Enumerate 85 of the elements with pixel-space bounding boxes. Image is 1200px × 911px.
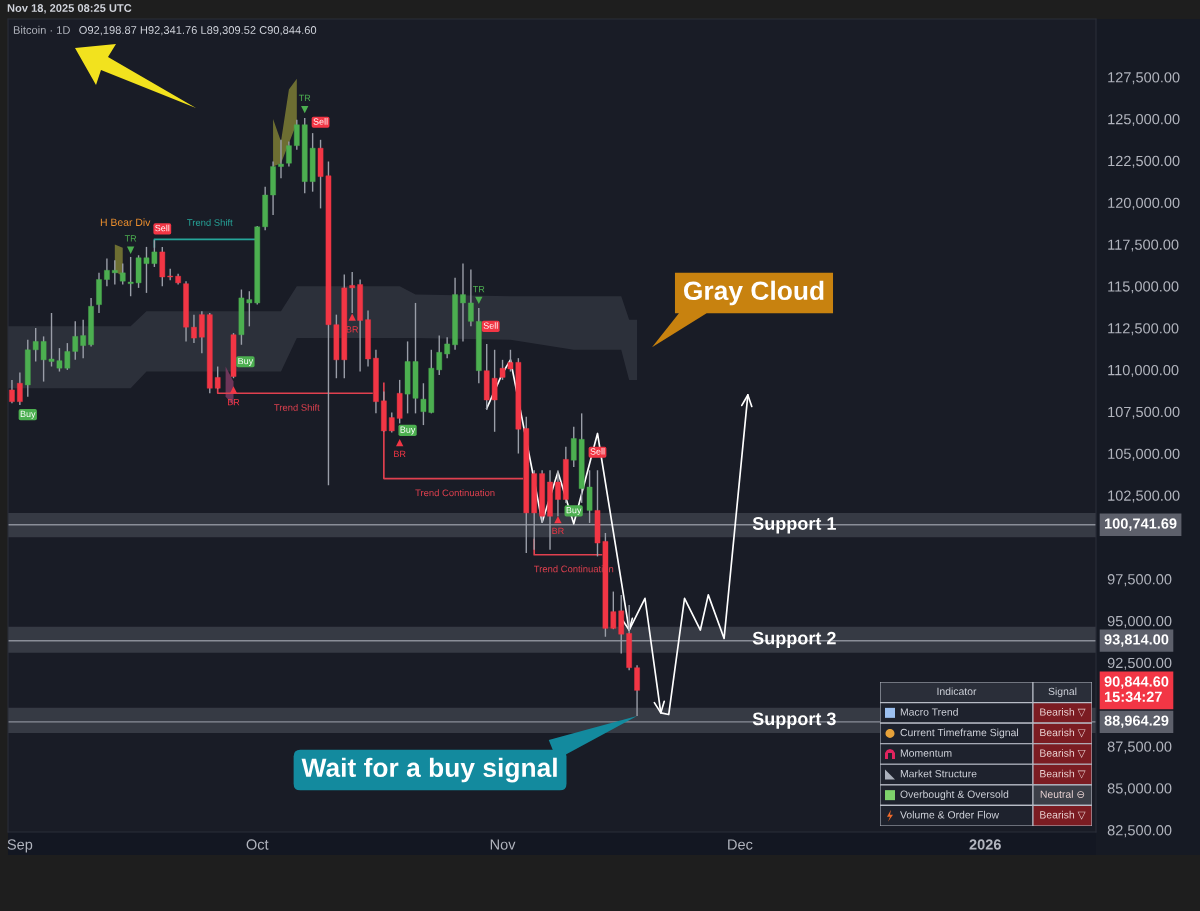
annotation: Sell: [483, 322, 498, 329]
annotation: Volume & Order Flow: [900, 810, 1000, 819]
annotation: Buy: [566, 507, 582, 516]
annotation: Sell: [155, 224, 170, 232]
candlestick: [286, 140, 292, 168]
candlestick: [80, 318, 86, 359]
point: [301, 106, 309, 114]
annotation: Gray Cloud: [683, 280, 824, 306]
annotation: Bearish ▽: [1040, 728, 1086, 738]
annotation: Trend Shift: [187, 218, 233, 226]
point: [348, 313, 356, 321]
annotation: Buy: [20, 410, 36, 419]
annotation: Neutral ⊖: [1040, 790, 1085, 798]
y-tick-label: 107,500.00: [1108, 406, 1180, 419]
annotation: Signal: [1048, 687, 1077, 698]
point: [229, 386, 238, 394]
candlestick: [104, 257, 110, 287]
text: O92,198.87 H92,341.76 L89,309.52 C90,844.60: [79, 26, 317, 36]
band-label: Support 3: [752, 712, 836, 729]
candlestick: [468, 268, 474, 328]
annotation: TR: [472, 286, 485, 293]
y-tick-label: 95,000.00: [1107, 615, 1172, 628]
candlestick: [460, 262, 466, 343]
annotation: Current Timeframe Signal: [900, 728, 1018, 739]
x-tick-label: Sep: [7, 839, 33, 853]
annotation: Sell: [313, 118, 328, 125]
x-tick-label: Dec: [728, 839, 753, 850]
annotation: Macro Trend: [900, 708, 958, 716]
y-tick-label: 110,000.00: [1108, 364, 1179, 378]
y-tick-label: 125,000.00: [1108, 113, 1180, 127]
candlestick: [9, 379, 15, 405]
candlestick: [294, 119, 300, 151]
annotation: TR: [298, 94, 311, 102]
point: [396, 438, 404, 447]
point: [126, 246, 135, 254]
y-tick-label: 87,500.00: [1107, 741, 1172, 754]
y-tick-label: 97,500.00: [1107, 574, 1172, 587]
candlestick: [112, 259, 118, 286]
candlestick: [278, 139, 284, 179]
y-tick-label: 85,000.00: [1107, 783, 1172, 796]
chart-title: Bitcoin · 1D: [13, 25, 70, 34]
annotation: Bearish ▽: [1040, 708, 1086, 717]
annotation: Trend Shift: [274, 403, 320, 411]
y-tick-label: 105,000.00: [1108, 448, 1180, 461]
annotation: Overbought & Oversold: [900, 790, 1009, 800]
ref-line-label: 93,814.00: [1104, 634, 1169, 647]
x-tick-label: Oct: [246, 839, 269, 850]
y-tick-label: 112,500.00: [1108, 323, 1179, 336]
candlestick: [634, 664, 640, 717]
y-tick-label: 120,000.00: [1108, 197, 1180, 210]
y-tick-label: 127,500.00: [1108, 72, 1180, 85]
candlestick: [444, 336, 450, 359]
x-tick-label: Nov: [490, 839, 516, 850]
annotation: Indicator: [937, 687, 977, 696]
annotation: Wait for a buy signal: [301, 757, 557, 783]
annotation: BR: [394, 450, 406, 457]
ref-line-label: 100,741.69: [1104, 518, 1177, 531]
band-label: Support 1: [752, 517, 836, 534]
annotation: Sell: [590, 448, 605, 455]
y-tick-label: 122,500.00: [1108, 155, 1180, 168]
annotation: Buy: [400, 426, 416, 435]
annotation: TR: [124, 235, 137, 242]
annotation: Trend Continuation: [415, 489, 495, 497]
candlestick: [191, 313, 197, 344]
candlestick: [17, 371, 23, 406]
band-label: Support 2: [752, 631, 836, 649]
x-tick-label: 2026: [969, 839, 1001, 850]
y-tick-label: 115,000.00: [1108, 281, 1179, 294]
annotation: Buy: [238, 357, 254, 366]
annotation: BR: [552, 527, 564, 534]
y-tick-label: 102,500.00: [1108, 490, 1180, 503]
annotation: H Bear Div: [100, 218, 151, 226]
annotation: Market Structure: [900, 769, 977, 778]
annotation: Bearish ▽: [1040, 810, 1086, 820]
annotation: Bearish ▽: [1040, 769, 1086, 779]
y-tick-label: 117,500.00: [1108, 239, 1179, 252]
annotation: BR: [227, 399, 240, 406]
y-tick-label: 92,500.00: [1107, 657, 1172, 670]
text: Nov 18, 2025 08:25 UTC: [7, 4, 132, 14]
y-tick-label: 82,500.00: [1107, 825, 1172, 838]
ref-line-label: 88,964.29: [1104, 715, 1169, 728]
candlestick: [199, 310, 205, 354]
annotation: Momentum: [900, 749, 952, 757]
annotation: Bearish ▽: [1040, 749, 1086, 758]
text: 90,844.60 15:34:27: [1104, 676, 1169, 702]
